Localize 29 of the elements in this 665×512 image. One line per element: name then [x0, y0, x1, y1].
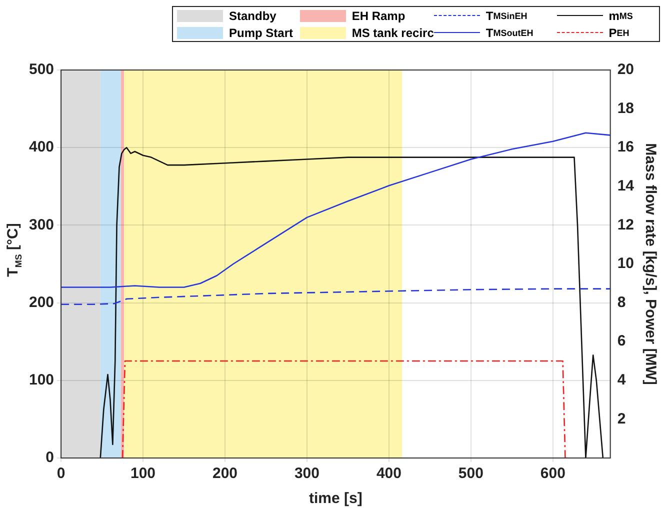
y2-tick-label: 18 [617, 100, 634, 117]
y-tick-label: 300 [28, 216, 54, 234]
x-tick-label: 500 [458, 465, 484, 482]
legend-label: Pump Start [228, 24, 294, 41]
y2-tick-label: 8 [617, 294, 626, 311]
y2-tick-label: 16 [617, 138, 634, 156]
y-tick-label: 500 [28, 61, 54, 78]
y-tick-label: 400 [28, 138, 54, 156]
x-tick-label: 0 [56, 465, 66, 482]
y2-tick-label: 10 [617, 255, 634, 272]
x-axis-title: time [s] [309, 490, 362, 508]
legend-label: Standby [228, 8, 278, 24]
x-tick-label: 200 [212, 465, 238, 482]
x-tick-label: 600 [540, 465, 566, 482]
x-tick-label: 400 [376, 465, 402, 482]
y2-tick-label: 12 [617, 216, 634, 234]
y-tick-label: 200 [28, 294, 54, 311]
x-tick-label: 100 [130, 465, 156, 482]
y2-tick-label: 20 [617, 61, 634, 78]
y2-tick-label: 6 [617, 332, 626, 350]
y2-axis-title: Mass flow rate [kg/s], Power [MW] [642, 143, 659, 385]
y2-tick-label: 4 [617, 372, 626, 389]
y-tick-label: 0 [46, 449, 54, 466]
y-tick-label: 100 [28, 372, 54, 389]
legend-label: MS tank recirc [350, 24, 434, 41]
x-tick-label: 300 [294, 465, 320, 482]
legend-label: EH Ramp [350, 8, 406, 24]
y2-tick-label: 14 [617, 178, 635, 195]
y2-tick-label: 2 [617, 410, 626, 428]
